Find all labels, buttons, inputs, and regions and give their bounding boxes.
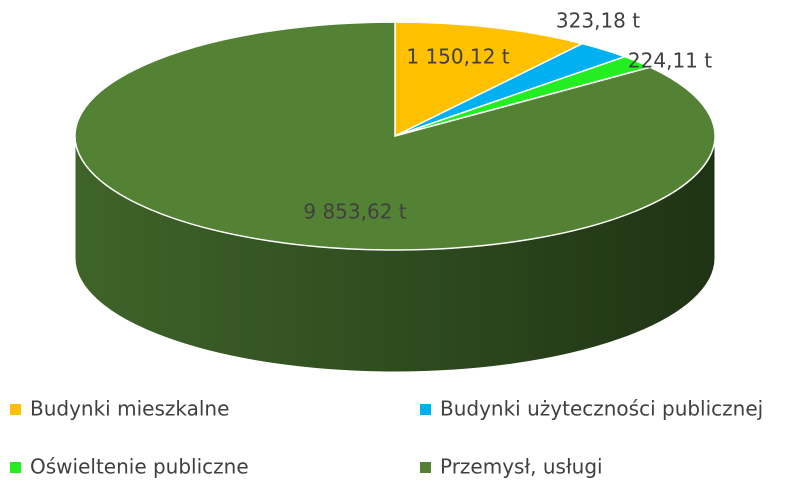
data-label: 323,18 t [556, 9, 640, 33]
pie-slice [74, 21, 716, 251]
legend-label: Budynki użyteczności publicznej [440, 397, 763, 421]
data-label: 224,11 t [628, 49, 712, 73]
legend-swatch [10, 404, 21, 415]
legend-label: Budynki mieszkalne [30, 397, 229, 421]
legend-label: Przemysł, usługi [440, 455, 603, 479]
data-label: 9 853,62 t [303, 200, 406, 224]
data-label: 1 150,12 t [406, 45, 509, 69]
legend-swatch [420, 462, 431, 473]
pie-slice [394, 21, 585, 138]
legend-swatch [420, 404, 431, 415]
legend-swatch [10, 462, 21, 473]
legend-label: Oświeltenie publiczne [30, 455, 249, 479]
